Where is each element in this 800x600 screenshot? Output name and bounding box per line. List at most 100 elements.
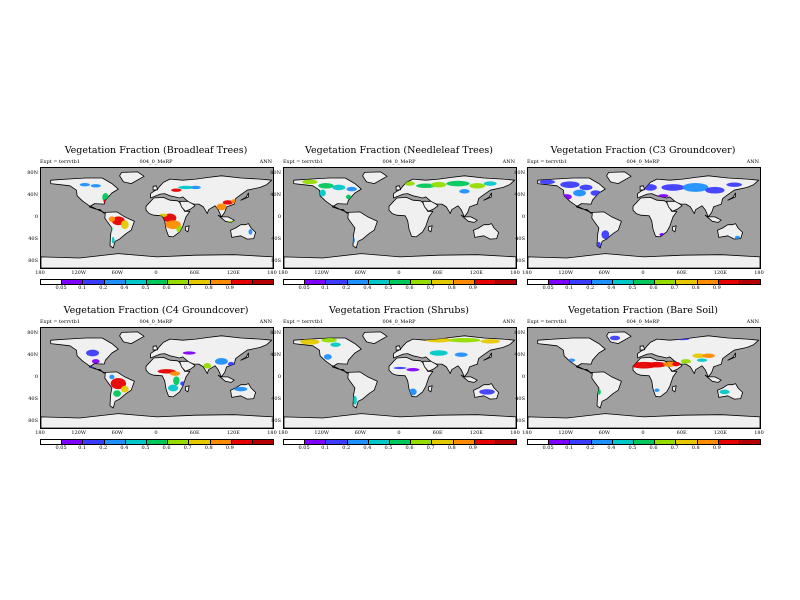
colorbar-tick-label: 0.2 [99, 285, 108, 291]
lat-tick-label: 80S [271, 418, 281, 425]
lat-tick-label: 0 [34, 214, 38, 220]
colorbar-tick-label: 0.7 [670, 285, 679, 291]
continent-japan [483, 352, 492, 361]
vegetation-cell [302, 179, 318, 185]
lat-tick-label: 80N [27, 329, 38, 336]
colorbar-swatch [189, 440, 211, 444]
run-label: 004_0_MeRP [382, 159, 416, 165]
colorbar-tick-label: 0.7 [183, 445, 192, 451]
colorbar-tick-label: 0.8 [204, 445, 213, 451]
lon-tick-label: 120E [226, 270, 240, 276]
lat-tick-label: 40S [271, 236, 281, 243]
colorbar-tick-label: 0.9 [712, 445, 721, 451]
chart-title: Vegetation Fraction (Shrubs) [329, 305, 469, 316]
vegetation-cell [393, 366, 407, 370]
lon-tick-label: 0 [154, 430, 158, 436]
vegetation-cell [169, 371, 181, 376]
lon-tick-label: 120W [314, 270, 329, 276]
colorbar-swatch [252, 440, 274, 444]
colorbar-tick-label: 0.1 [78, 285, 87, 291]
vegetation-cell [579, 184, 593, 191]
colorbar-tick-label: 0.1 [321, 445, 330, 451]
expt-label: Expt = terrvtb1 [527, 319, 568, 325]
continent-arabia [179, 200, 196, 212]
colorbar-tick-label: 0.6 [405, 285, 414, 291]
vegetation-cell [661, 184, 685, 191]
colorbar-swatch [189, 280, 211, 284]
vegetation-cell [654, 388, 660, 392]
continent-greenland [119, 331, 145, 345]
continent-southAmerica [347, 211, 378, 249]
vegetation-cell [190, 185, 201, 190]
map-panel: Vegetation Fraction (Needleleaf Trees) Ex… [270, 145, 520, 295]
colorbar-tick-label: 0.7 [670, 445, 679, 451]
colorbar-tick-label: 0.8 [447, 285, 456, 291]
vegetation-cell [734, 235, 741, 240]
continent-indonesia [217, 374, 235, 383]
vegetation-cell [480, 339, 500, 344]
lon-tick-label: 0 [154, 270, 158, 276]
colorbar-swatch [739, 280, 761, 284]
colorbar-swatch [284, 440, 306, 444]
colorbar [527, 439, 761, 445]
period-label: ANN [502, 319, 515, 325]
continent-greenland [606, 171, 632, 185]
colorbar-tick-label: 0.6 [649, 445, 658, 451]
colorbar-swatch [326, 440, 348, 444]
colorbar-swatch [104, 280, 126, 284]
continent-uk [152, 185, 158, 191]
period-label: ANN [259, 319, 272, 325]
map-canvas [284, 168, 516, 268]
map-canvas [528, 328, 760, 428]
colorbar-swatch [125, 440, 147, 444]
colorbar-tick-label: 0.1 [565, 285, 574, 291]
continent-uk [639, 345, 645, 351]
chart-title: Vegetation Fraction (C3 Groundcover) [550, 145, 736, 156]
map-panel: Vegetation Fraction (Shrubs) Expt = terrv… [270, 305, 520, 455]
vegetation-cell [108, 216, 116, 222]
vegetation-cell [352, 395, 357, 405]
colorbar-swatch [83, 280, 105, 284]
colorbar-swatch [549, 280, 571, 284]
lon-tick-label: 180 [35, 430, 45, 436]
vegetation-cell [321, 338, 337, 343]
continent-australia [230, 223, 257, 240]
vegetation-cell [182, 351, 196, 355]
continent-northAmerica [537, 337, 606, 374]
lon-tick-label: 120E [226, 430, 240, 436]
colorbar-tick-label: 0.9 [468, 285, 477, 291]
colorbar-swatch [495, 280, 517, 284]
colorbar-tick-label: 0.9 [468, 445, 477, 451]
vegetation-cell [91, 359, 100, 364]
vegetation-cell [165, 220, 181, 230]
vegetation-cell [446, 180, 470, 187]
colorbar-tick-label: 0.05 [542, 285, 554, 291]
lon-tick-label: 120W [314, 430, 329, 436]
colorbar-swatch [718, 280, 740, 284]
continent-antarctica [41, 253, 273, 268]
continent-northAmerica [50, 337, 119, 374]
colorbar-swatch [347, 440, 369, 444]
continent-uk [395, 185, 401, 191]
colorbar-tick-label: 0.2 [99, 445, 108, 451]
lat-tick-label: 80S [515, 258, 525, 265]
vegetation-cell [346, 186, 357, 192]
vegetation-cell [644, 184, 657, 191]
colorbar-tick-label: 0.5 [384, 445, 393, 451]
colorbar-tick-label: 0.2 [342, 285, 351, 291]
vegetation-cell [601, 230, 610, 240]
colorbar-swatch [591, 280, 613, 284]
lat-tick-label: 40S [271, 396, 281, 403]
vegetation-cell [178, 185, 194, 190]
continent-uk [395, 345, 401, 351]
world-map [283, 167, 517, 269]
lon-tick-label: 60E [676, 270, 687, 276]
colorbar-tick-label: 0.4 [363, 285, 372, 291]
vegetation-cell [609, 335, 621, 341]
lon-tick-label: 120E [469, 270, 483, 276]
lon-tick-label: 180 [510, 430, 520, 436]
continent-indonesia [460, 214, 478, 223]
lat-tick-label: 40N [27, 191, 38, 198]
colorbar [40, 439, 274, 445]
world-map [40, 327, 274, 429]
